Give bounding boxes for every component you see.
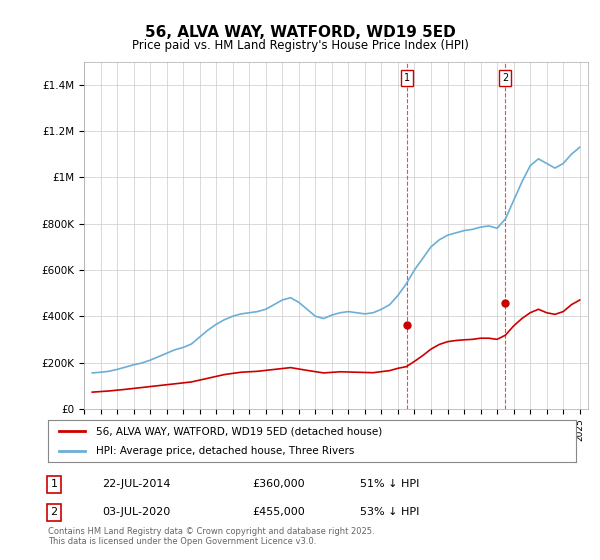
Text: Contains HM Land Registry data © Crown copyright and database right 2025.
This d: Contains HM Land Registry data © Crown c… [48,526,374,546]
Text: £455,000: £455,000 [252,507,305,517]
Text: 56, ALVA WAY, WATFORD, WD19 5ED: 56, ALVA WAY, WATFORD, WD19 5ED [145,25,455,40]
Text: 2: 2 [50,507,58,517]
Text: 1: 1 [404,73,410,83]
Text: £360,000: £360,000 [252,479,305,489]
Text: Price paid vs. HM Land Registry's House Price Index (HPI): Price paid vs. HM Land Registry's House … [131,39,469,52]
Text: 22-JUL-2014: 22-JUL-2014 [102,479,170,489]
Text: 03-JUL-2020: 03-JUL-2020 [102,507,170,517]
Text: 1: 1 [50,479,58,489]
Text: 53% ↓ HPI: 53% ↓ HPI [360,507,419,517]
Text: 51% ↓ HPI: 51% ↓ HPI [360,479,419,489]
Text: 2: 2 [502,73,509,83]
Text: 56, ALVA WAY, WATFORD, WD19 5ED (detached house): 56, ALVA WAY, WATFORD, WD19 5ED (detache… [95,426,382,436]
Text: HPI: Average price, detached house, Three Rivers: HPI: Average price, detached house, Thre… [95,446,354,456]
